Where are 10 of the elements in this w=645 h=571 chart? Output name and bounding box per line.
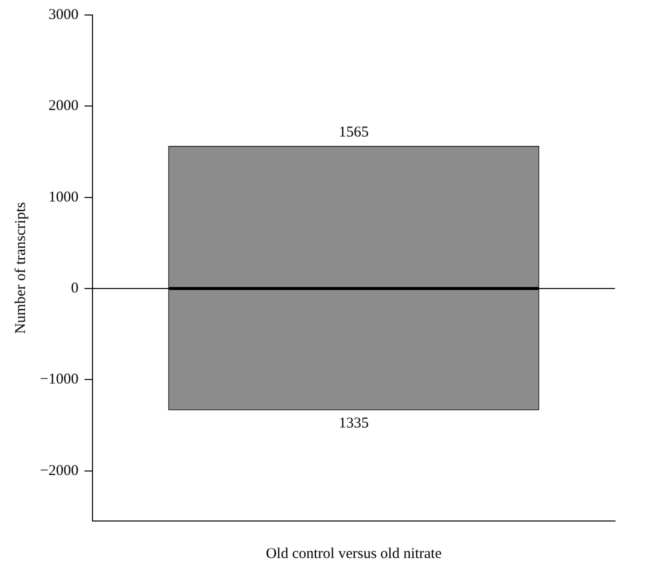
- y-tick-label: −2000: [40, 462, 78, 479]
- y-tick-label: 1000: [48, 189, 78, 206]
- x-axis-title: Old control versus old nitrate: [266, 546, 442, 562]
- annotation: 1335: [338, 416, 369, 432]
- y-tick-label: 0: [70, 280, 78, 296]
- y-tick-label: 2000: [48, 98, 78, 114]
- y-tick-label: −1000: [40, 372, 78, 388]
- y-axis-title: Number of transcripts: [12, 202, 29, 334]
- annotation: 1565: [338, 124, 369, 140]
- y-tick-label: 3000: [48, 6, 78, 23]
